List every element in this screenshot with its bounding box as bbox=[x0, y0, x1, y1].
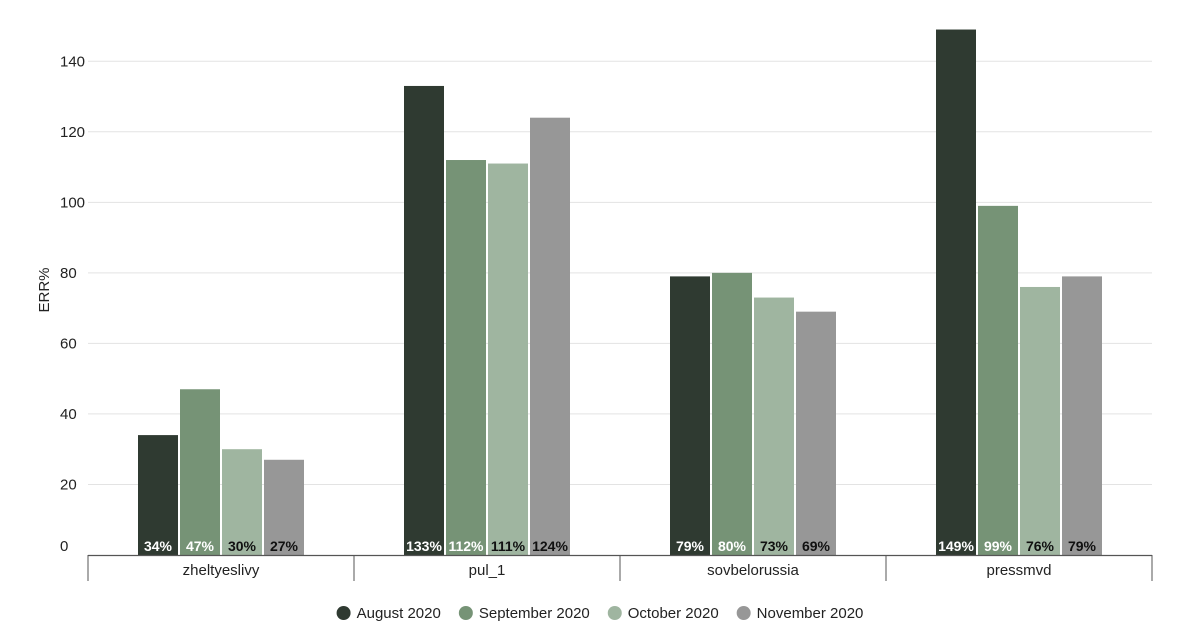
bar bbox=[936, 29, 976, 555]
legend: August 2020 September 2020 October 2020 Nov… bbox=[336, 605, 864, 622]
bar bbox=[1020, 286, 1060, 555]
legend-swatch bbox=[607, 606, 622, 620]
legend-label: September 2020 bbox=[479, 605, 590, 622]
gridlines bbox=[88, 60, 1152, 485]
y-tick-label: 120 bbox=[60, 124, 85, 141]
y-axis-title: ERR% bbox=[36, 267, 53, 312]
bar bbox=[530, 117, 570, 556]
y-tick-label: 40 bbox=[60, 406, 77, 423]
bar bbox=[796, 311, 836, 555]
bar-value-label: 34% bbox=[144, 538, 173, 554]
bar bbox=[138, 435, 178, 555]
legend-label: August 2020 bbox=[357, 605, 441, 622]
bar bbox=[488, 163, 528, 556]
bar-labels: 34% 47% 30% 27% 133% 112% 111% 124% 79% 80% 73% 69%… bbox=[144, 538, 1097, 554]
bar bbox=[712, 272, 752, 555]
x-category-label: zheltyeslivy bbox=[183, 562, 260, 579]
bar-value-label: 124% bbox=[532, 538, 568, 554]
x-category-label: sovbelorussia bbox=[707, 562, 799, 579]
legend-item: October 2020 bbox=[607, 605, 719, 622]
bar bbox=[404, 85, 444, 555]
bar-value-label: 79% bbox=[1068, 538, 1097, 554]
bar bbox=[978, 205, 1018, 556]
bar-value-label: 79% bbox=[676, 538, 705, 554]
bar-value-label: 27% bbox=[270, 538, 299, 554]
legend-item: August 2020 bbox=[336, 605, 441, 622]
legend-label: October 2020 bbox=[628, 605, 719, 622]
bar-value-label: 47% bbox=[186, 538, 215, 554]
y-axis-ticks: 0 20 40 60 80 100 120 140 bbox=[60, 53, 85, 555]
legend-swatch bbox=[458, 606, 473, 620]
bar bbox=[1062, 276, 1102, 555]
bar-value-label: 149% bbox=[938, 538, 974, 554]
legend-swatch bbox=[336, 606, 351, 620]
bar bbox=[222, 449, 262, 555]
bar-value-label: 111% bbox=[491, 538, 526, 554]
bar bbox=[670, 276, 710, 555]
bar-value-label: 30% bbox=[228, 538, 257, 554]
y-tick-label: 80 bbox=[60, 265, 77, 282]
legend-swatch bbox=[736, 606, 751, 620]
bar-value-label: 73% bbox=[760, 538, 789, 554]
y-tick-label: 60 bbox=[60, 335, 77, 352]
y-tick-label: 100 bbox=[60, 194, 85, 211]
x-axis: zheltyeslivy pul_1 sovbelorussia pressmvd bbox=[87, 554, 1153, 581]
legend-label: November 2020 bbox=[757, 605, 864, 622]
y-tick-label: 20 bbox=[60, 476, 77, 493]
bar-value-label: 99% bbox=[984, 538, 1013, 554]
bar bbox=[446, 160, 486, 555]
y-tick-label: 0 bbox=[60, 538, 68, 555]
bar-value-label: 112% bbox=[448, 538, 484, 554]
x-category-label: pressmvd bbox=[986, 562, 1051, 579]
bar-value-label: 69% bbox=[802, 538, 831, 554]
bar-value-label: 133% bbox=[406, 538, 442, 554]
bar-value-label: 80% bbox=[718, 538, 747, 554]
bars bbox=[138, 29, 1102, 556]
bar bbox=[264, 459, 304, 555]
bar bbox=[180, 389, 220, 555]
y-tick-label: 140 bbox=[60, 53, 85, 70]
legend-item: September 2020 bbox=[458, 605, 590, 622]
bar-value-label: 76% bbox=[1026, 538, 1055, 554]
legend-item: November 2020 bbox=[736, 605, 864, 622]
x-category-label: pul_1 bbox=[469, 562, 506, 579]
bar bbox=[754, 297, 794, 555]
